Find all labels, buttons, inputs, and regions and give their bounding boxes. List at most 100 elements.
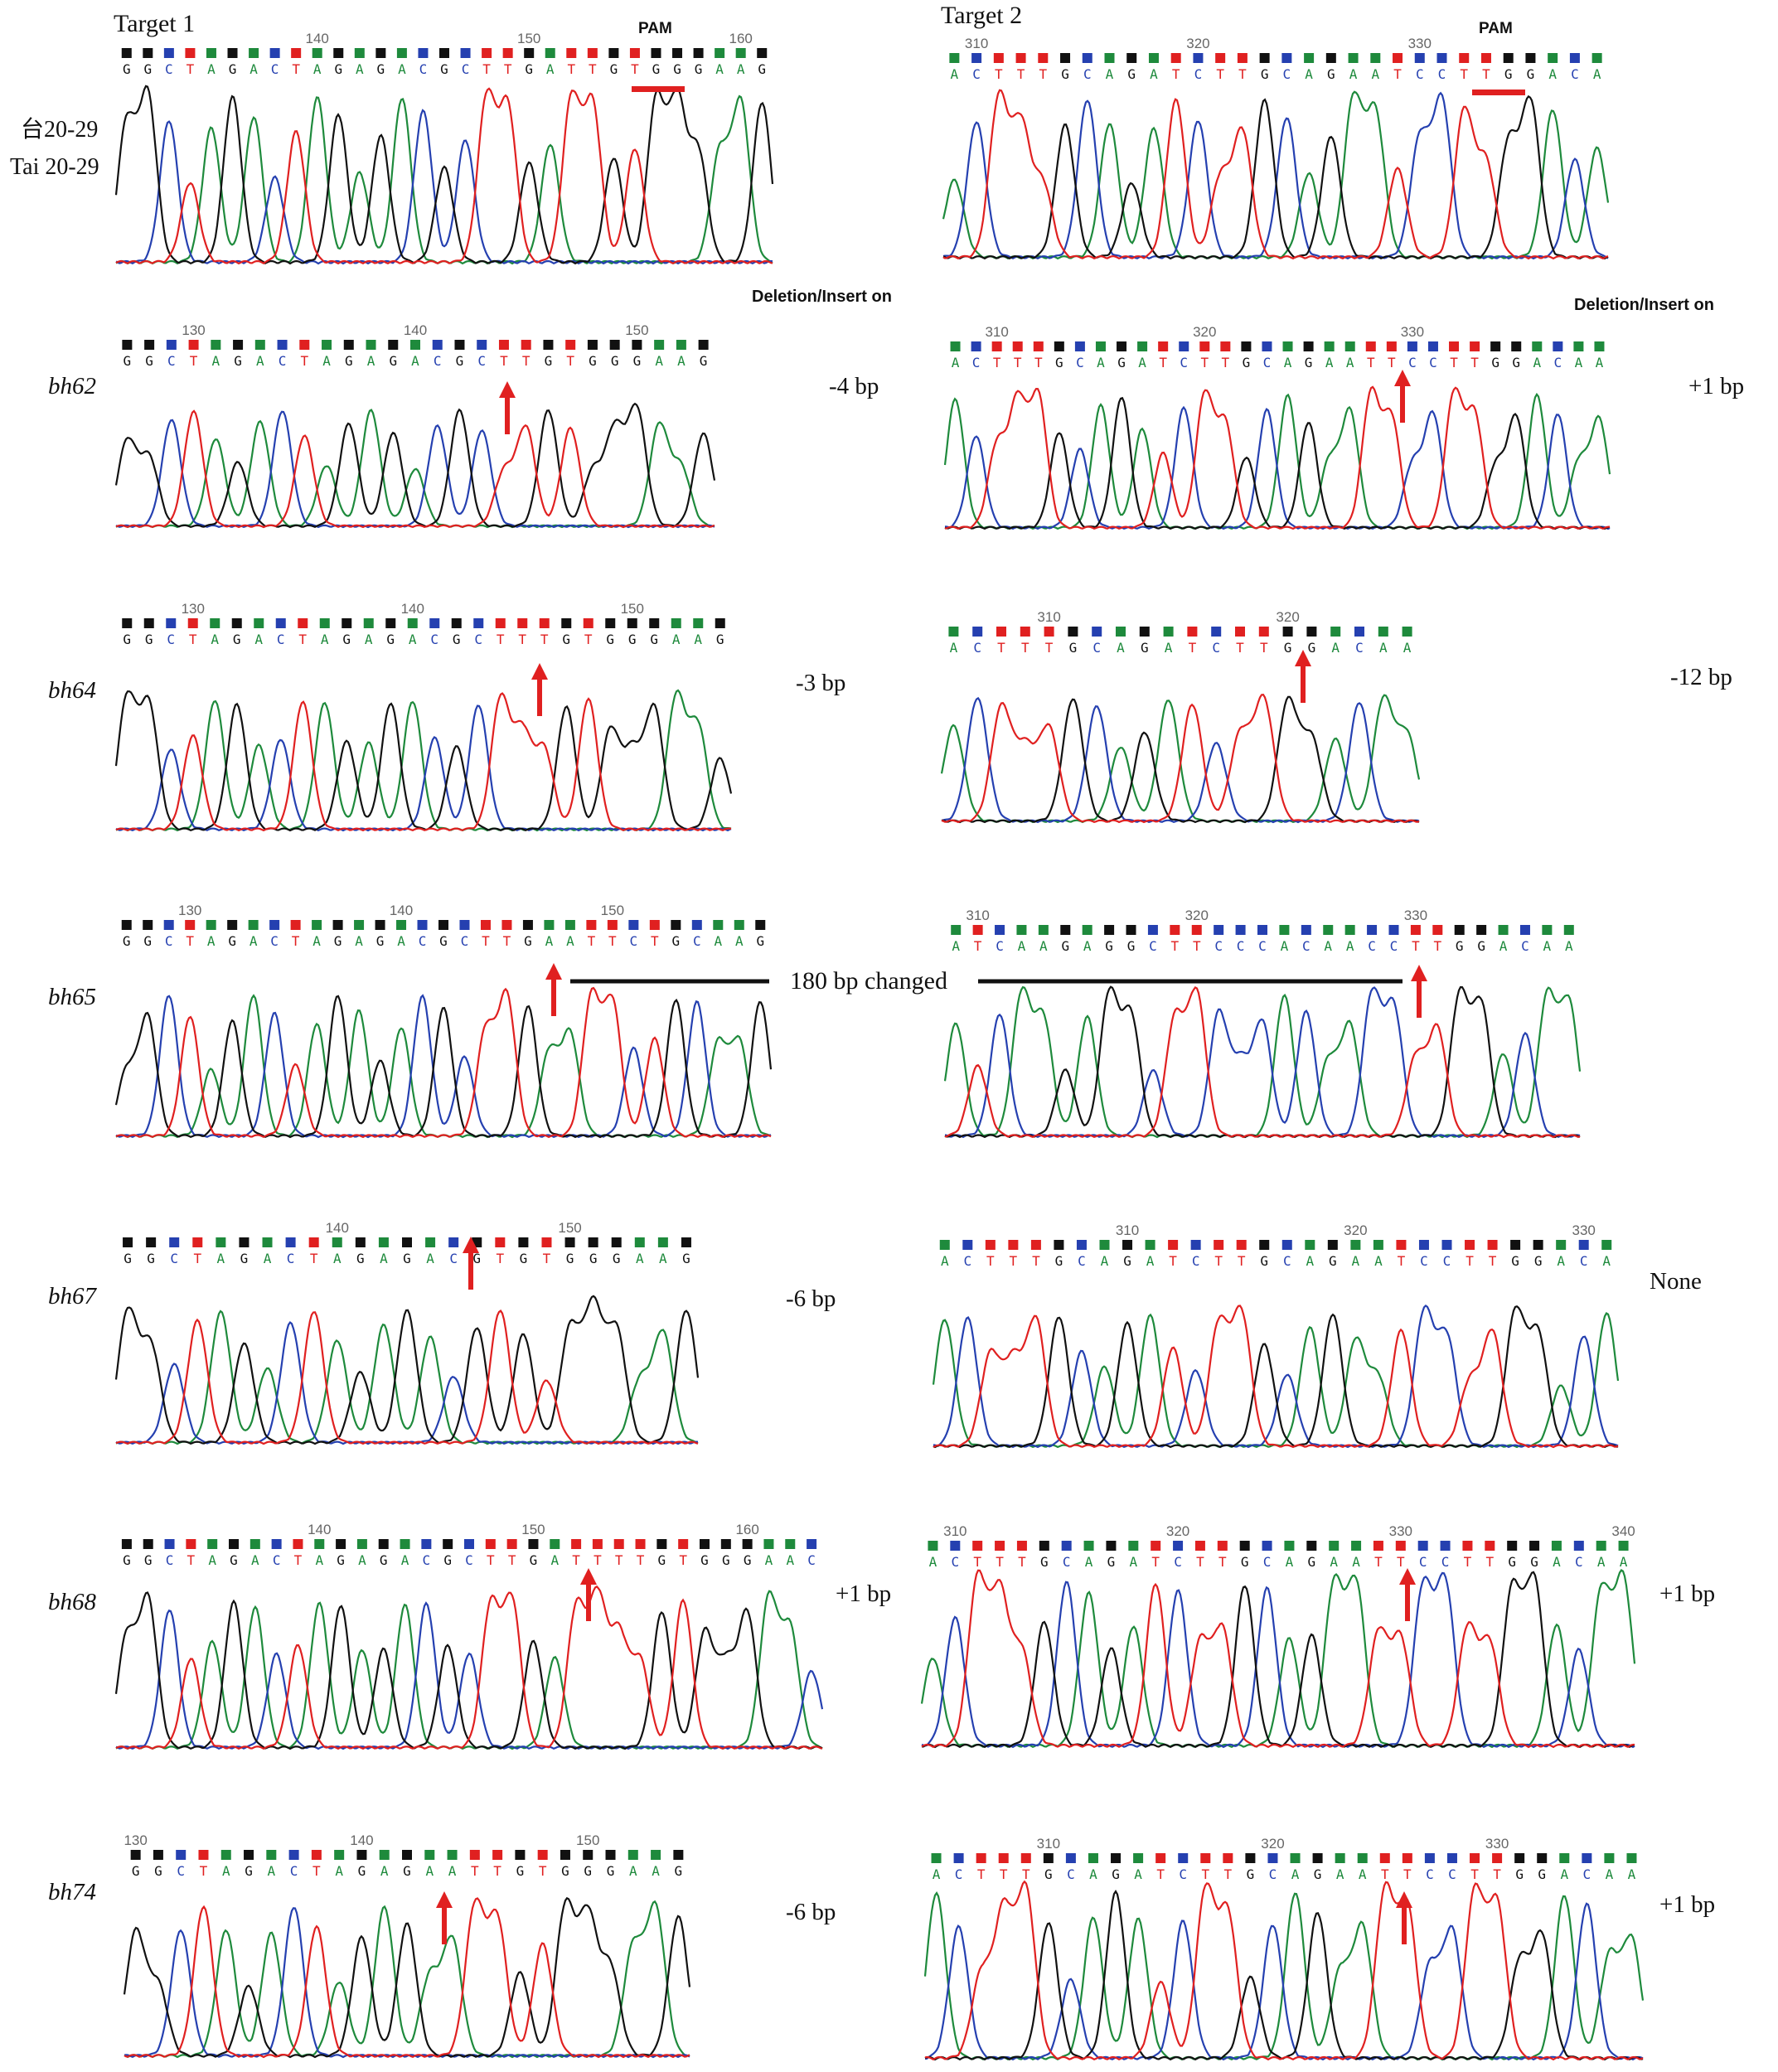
base-letter: G bbox=[453, 632, 461, 647]
base-letter: G bbox=[144, 61, 153, 77]
base-letter: C bbox=[1583, 1866, 1591, 1882]
base-call-square bbox=[1044, 627, 1054, 637]
base-call-square bbox=[1573, 1541, 1584, 1551]
base-letter: G bbox=[1314, 1866, 1322, 1882]
base-call-square bbox=[1279, 925, 1290, 935]
base-call-square bbox=[229, 1539, 239, 1549]
base-letter: G bbox=[145, 353, 153, 369]
base-letter: A bbox=[1379, 640, 1388, 656]
base-call-square bbox=[1258, 627, 1269, 637]
position-label: 150 bbox=[521, 1522, 545, 1537]
base-letter: G bbox=[439, 933, 448, 949]
base-call-square bbox=[1596, 1541, 1606, 1551]
mutation-arrow bbox=[1394, 370, 1411, 423]
base-letter: A bbox=[1150, 66, 1158, 82]
base-letter: G bbox=[611, 353, 619, 369]
base-letter: G bbox=[607, 1863, 615, 1879]
row-label-wt-zh: 台20-29 bbox=[21, 116, 98, 143]
base-call-square bbox=[1151, 1541, 1161, 1551]
base-letter: C bbox=[477, 353, 486, 369]
trace-T bbox=[115, 986, 772, 1139]
base-call-square bbox=[1301, 925, 1311, 935]
base-call-square bbox=[1427, 341, 1438, 351]
base-letter: C bbox=[1078, 1253, 1086, 1269]
base-call-square bbox=[1480, 53, 1491, 63]
base-call-square bbox=[1020, 1853, 1031, 1863]
base-letter: T bbox=[1021, 640, 1029, 656]
base-letter: A bbox=[315, 1552, 323, 1568]
base-call-square bbox=[375, 920, 385, 930]
base-call-square bbox=[1492, 1853, 1503, 1863]
base-call-square bbox=[1282, 627, 1293, 637]
base-letter: C bbox=[1368, 938, 1376, 954]
base-letter: T bbox=[1236, 640, 1244, 656]
base-letter: G bbox=[1491, 355, 1499, 370]
change-bh62-t1: -4 bp bbox=[829, 373, 879, 399]
base-letter: A bbox=[1403, 640, 1412, 656]
base-call-square bbox=[121, 48, 132, 58]
base-call-square bbox=[1015, 53, 1026, 63]
position-label: 150 bbox=[625, 322, 648, 338]
base-call-square bbox=[1082, 925, 1092, 935]
base-letter: C bbox=[630, 933, 638, 949]
base-letter: C bbox=[177, 1863, 185, 1879]
position-label: 150 bbox=[558, 1220, 581, 1236]
arrow-head bbox=[545, 963, 562, 980]
base-letter: T bbox=[588, 933, 596, 949]
base-letter: T bbox=[543, 1251, 551, 1266]
base-call-square bbox=[271, 1539, 282, 1549]
position-label: 150 bbox=[601, 903, 624, 918]
base-call-square bbox=[671, 618, 681, 628]
base-call-square bbox=[1155, 1853, 1166, 1863]
base-letter: G bbox=[1504, 66, 1513, 82]
base-call-square bbox=[356, 1850, 367, 1860]
base-call-square bbox=[1061, 1541, 1072, 1551]
trace-C bbox=[115, 1601, 824, 1750]
base-letter: G bbox=[566, 1251, 574, 1266]
base-call-square bbox=[755, 920, 766, 930]
base-call-square bbox=[1418, 1240, 1429, 1250]
base-call-square bbox=[985, 1240, 996, 1250]
mutation-arrow bbox=[1396, 1891, 1412, 1944]
base-call-square bbox=[143, 920, 153, 930]
base-call-square bbox=[734, 920, 744, 930]
base-letter: T bbox=[1238, 66, 1247, 82]
base-call-square bbox=[1325, 53, 1336, 63]
position-label: 310 bbox=[966, 908, 989, 923]
base-letter: T bbox=[496, 1251, 504, 1266]
base-call-square bbox=[1092, 627, 1102, 637]
base-call-square bbox=[544, 920, 555, 930]
base-letter: C bbox=[1441, 1554, 1450, 1570]
base-letter: T bbox=[996, 1554, 1004, 1570]
mutation-arrow bbox=[531, 663, 548, 716]
base-letter: C bbox=[1179, 1866, 1187, 1882]
position-label: 160 bbox=[729, 31, 752, 46]
base-call-square bbox=[1074, 341, 1085, 351]
target1-header: Target 1 bbox=[114, 10, 195, 37]
trace-C bbox=[924, 1902, 1644, 2061]
trace-T bbox=[115, 1310, 699, 1445]
change-bh68-t1: +1 bp bbox=[836, 1581, 891, 1607]
base-call-square bbox=[293, 1539, 303, 1549]
base-letter: T bbox=[1018, 1554, 1026, 1570]
base-call-square bbox=[539, 618, 550, 628]
base-letter: C bbox=[1302, 938, 1310, 954]
base-letter: T bbox=[482, 933, 490, 949]
base-letter: A bbox=[426, 1251, 434, 1266]
base-call-square bbox=[1470, 341, 1480, 351]
base-letter: T bbox=[1381, 1866, 1389, 1882]
base-call-square bbox=[995, 1541, 1005, 1551]
base-letter: A bbox=[1596, 355, 1604, 370]
base-call-square bbox=[545, 48, 555, 58]
base-letter: G bbox=[1127, 938, 1136, 954]
base-call-square bbox=[1327, 1240, 1338, 1250]
position-label: 150 bbox=[621, 601, 644, 617]
base-call-square bbox=[635, 1539, 646, 1549]
base-letter: G bbox=[1141, 640, 1149, 656]
base-letter: G bbox=[682, 1251, 690, 1266]
base-call-square bbox=[998, 1853, 1009, 1863]
base-call-square bbox=[522, 920, 533, 930]
